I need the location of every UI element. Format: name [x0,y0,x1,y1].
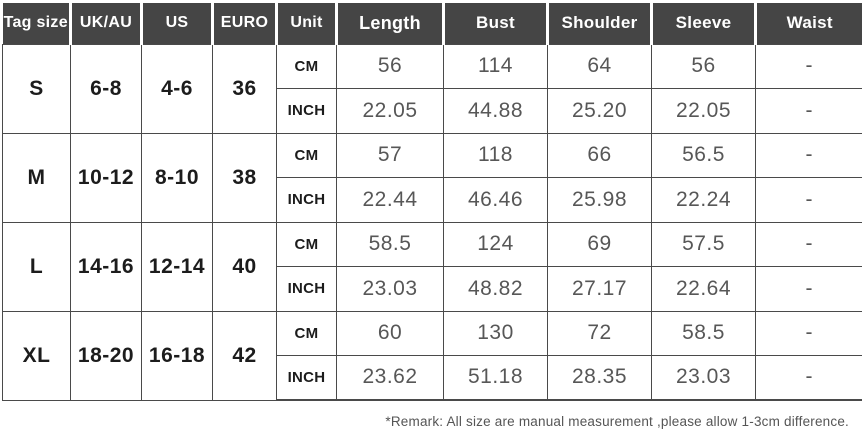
shoulder-value: 72 [548,311,652,355]
length-value: 22.05 [337,88,444,133]
unit-cell: INCH [277,266,337,311]
column-header-unit: Unit [277,3,337,44]
remark-note: *Remark: All size are manual measurement… [0,401,862,429]
ukau-cell: 18-20 [71,311,142,400]
sleeve-value: 22.05 [652,88,756,133]
bust-value: 118 [444,133,548,177]
unit-cell: CM [277,133,337,177]
shoulder-value: 66 [548,133,652,177]
column-header-euro: EURO [213,3,277,44]
tag-size-cell: S [3,44,71,133]
bust-value: 114 [444,44,548,88]
length-value: 56 [337,44,444,88]
column-header-ukau: UK/AU [71,3,142,44]
euro-cell: 40 [213,222,277,311]
us-cell: 12-14 [142,222,213,311]
sleeve-value: 23.03 [652,355,756,400]
table-header-row: Tag size UK/AU US EURO Unit Length Bust … [3,3,862,44]
euro-cell: 42 [213,311,277,400]
table-row-m-cm: M 10-12 8-10 38 CM 57 118 66 56.5 - [3,133,862,177]
length-value: 23.62 [337,355,444,400]
ukau-cell: 14-16 [71,222,142,311]
column-header-length: Length [337,3,444,44]
length-value: 58.5 [337,222,444,266]
shoulder-value: 28.35 [548,355,652,400]
sleeve-value: 58.5 [652,311,756,355]
unit-cell: CM [277,311,337,355]
waist-value: - [756,311,862,355]
sleeve-value: 22.24 [652,177,756,222]
column-header-sleeve: Sleeve [652,3,756,44]
size-chart-table: Tag size UK/AU US EURO Unit Length Bust … [2,3,862,401]
column-header-us: US [142,3,213,44]
waist-value: - [756,88,862,133]
bust-value: 44.88 [444,88,548,133]
euro-cell: 38 [213,133,277,222]
tag-size-cell: XL [3,311,71,400]
euro-cell: 36 [213,44,277,133]
tag-size-cell: M [3,133,71,222]
bust-value: 48.82 [444,266,548,311]
unit-cell: CM [277,222,337,266]
ukau-cell: 10-12 [71,133,142,222]
unit-cell: INCH [277,88,337,133]
unit-cell: INCH [277,355,337,400]
us-cell: 4-6 [142,44,213,133]
waist-value: - [756,266,862,311]
length-value: 23.03 [337,266,444,311]
waist-value: - [756,355,862,400]
shoulder-value: 69 [548,222,652,266]
shoulder-value: 27.17 [548,266,652,311]
table-row-l-cm: L 14-16 12-14 40 CM 58.5 124 69 57.5 - [3,222,862,266]
waist-value: - [756,177,862,222]
us-cell: 8-10 [142,133,213,222]
unit-cell: CM [277,44,337,88]
sleeve-value: 56.5 [652,133,756,177]
length-value: 57 [337,133,444,177]
column-header-tag-size: Tag size [3,3,71,44]
us-cell: 16-18 [142,311,213,400]
waist-value: - [756,44,862,88]
sleeve-value: 57.5 [652,222,756,266]
unit-cell: INCH [277,177,337,222]
table-row-s-cm: S 6-8 4-6 36 CM 56 114 64 56 - [3,44,862,88]
bust-value: 51.18 [444,355,548,400]
column-header-shoulder: Shoulder [548,3,652,44]
shoulder-value: 64 [548,44,652,88]
length-value: 22.44 [337,177,444,222]
column-header-waist: Waist [756,3,862,44]
ukau-cell: 6-8 [71,44,142,133]
waist-value: - [756,222,862,266]
sleeve-value: 56 [652,44,756,88]
table-row-xl-cm: XL 18-20 16-18 42 CM 60 130 72 58.5 - [3,311,862,355]
bust-value: 46.46 [444,177,548,222]
column-header-bust: Bust [444,3,548,44]
bust-value: 130 [444,311,548,355]
sleeve-value: 22.64 [652,266,756,311]
shoulder-value: 25.98 [548,177,652,222]
bust-value: 124 [444,222,548,266]
length-value: 60 [337,311,444,355]
shoulder-value: 25.20 [548,88,652,133]
waist-value: - [756,133,862,177]
tag-size-cell: L [3,222,71,311]
